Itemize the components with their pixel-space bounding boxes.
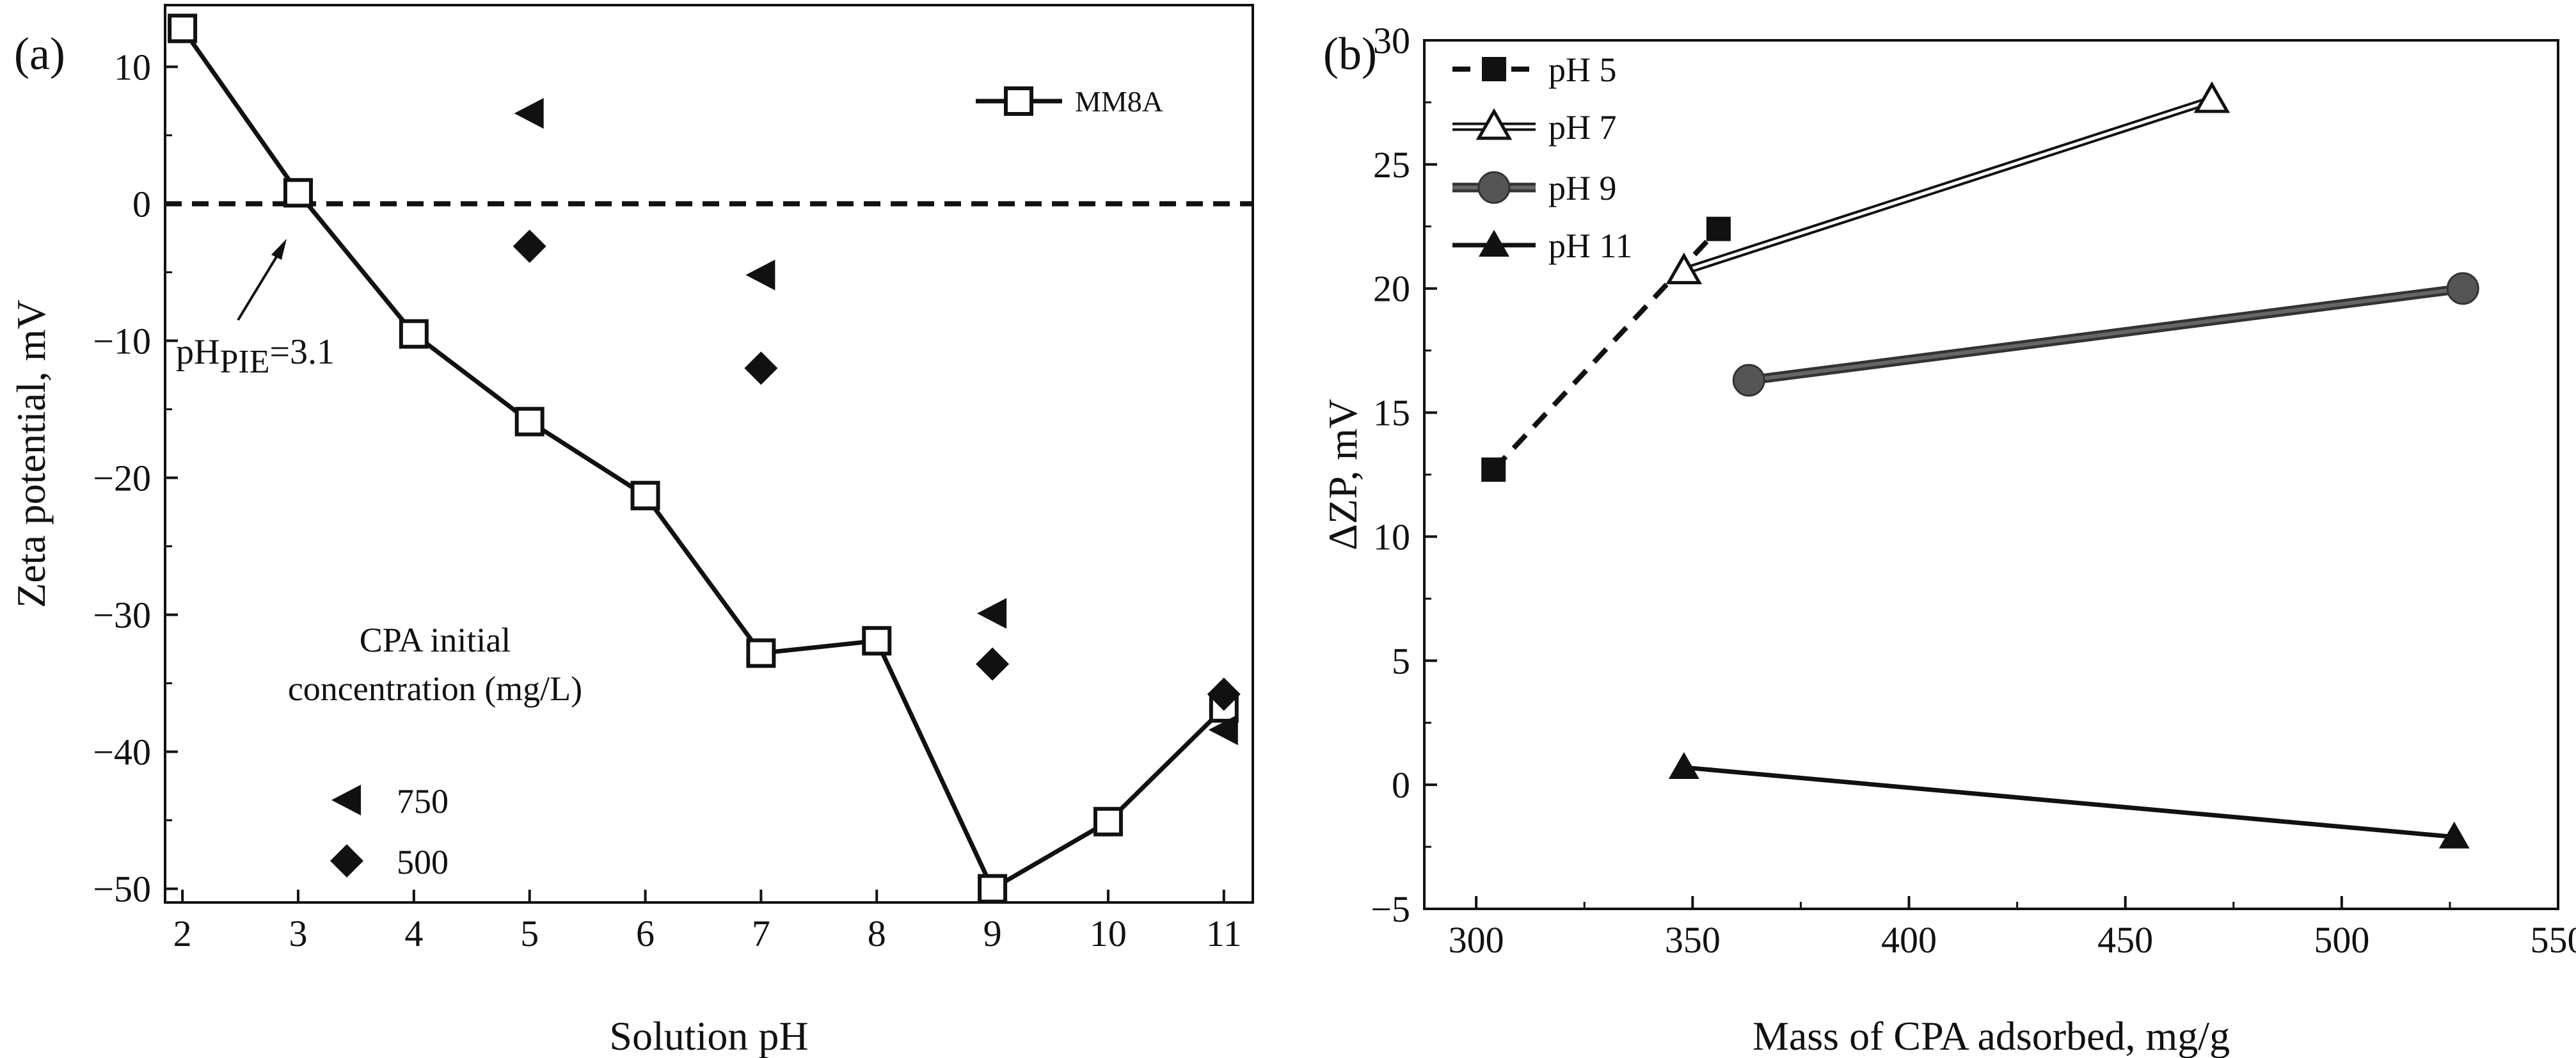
x-tick-label-a: 8 (868, 913, 886, 954)
legend-cpa-title-line1: CPA initial (360, 621, 511, 659)
x-tick-label-a: 5 (520, 913, 539, 954)
mm8a-line (180, 27, 1226, 892)
x-tick-label-b: 500 (2314, 919, 2369, 961)
ph11-line (1683, 765, 2454, 840)
ph7-point (1666, 252, 1703, 285)
x-axis-title-b: Mass of CPA adsorbed, mg/g (1753, 1013, 2230, 1058)
mm8a-point (862, 626, 892, 656)
x-tick-label-a: 3 (289, 913, 307, 954)
y-tick-label-b: 20 (1373, 268, 1410, 310)
x-tick-label-a: 10 (1090, 913, 1127, 954)
pie-annotation-arrow-shaft (237, 245, 284, 321)
legend-ph9-marker (1477, 171, 1511, 204)
x-tick-label-a: 7 (752, 913, 770, 954)
legend-750-marker (331, 785, 361, 815)
x-tick-label-a: 11 (1206, 913, 1242, 954)
x-axis-title-a: Solution pH (609, 1013, 808, 1058)
y-tick-label-a: −40 (93, 732, 151, 773)
ph11-point (2438, 821, 2470, 849)
y-tick-label-a: −30 (93, 595, 151, 636)
legend-750-label: 750 (397, 782, 449, 821)
legend-mm8a-marker (1004, 86, 1033, 116)
pie-annotation-value: =3.1 (269, 332, 335, 372)
legend-ph5-label: pH 5 (1548, 51, 1617, 89)
cpa-750-point (745, 259, 775, 291)
legend-500-label: 500 (397, 843, 449, 881)
panel-b: 300 350 400 450 500 550 −5 0 5 10 15 20 25 30 Mass of … (1320, 20, 2576, 1058)
mm8a-point (514, 406, 545, 437)
mm8a-point (168, 13, 198, 44)
y-tick-label-b: 0 (1392, 764, 1410, 806)
legend-ph9-label: pH 9 (1548, 169, 1617, 207)
legend-cpa: CPA initial concentration (mg/L) 750 500 (288, 621, 582, 881)
cpa-750-point (1208, 714, 1238, 746)
x-tick-label-a: 4 (404, 913, 423, 954)
y-tick-label-b: 10 (1373, 516, 1410, 557)
cpa-500-point (1207, 677, 1241, 711)
cpa-500-point (513, 229, 546, 263)
x-tick-label-b: 400 (1881, 919, 1937, 961)
pie-annotation: pHPIE=3.1 (176, 239, 335, 380)
pie-annotation-label: pHPIE=3.1 (176, 332, 335, 380)
ph7-point (2193, 81, 2230, 113)
y-tick-label-b: 25 (1373, 144, 1410, 186)
cpa-500-point (744, 351, 778, 385)
x-tick-label-a: 6 (636, 913, 655, 954)
y-tick-label-b: −5 (1371, 888, 1410, 930)
y-tick-label-b: 30 (1373, 20, 1410, 61)
y-axis-title-b: ΔZP, mV (1320, 399, 1365, 550)
legend-mm8a-label: MM8A (1075, 85, 1163, 118)
x-tick-label-a: 9 (983, 913, 1002, 954)
y-tick-label-a: 10 (114, 46, 151, 88)
mm8a-point (978, 874, 1008, 904)
ph5-point (1481, 457, 1506, 482)
ph11-point (1668, 752, 1699, 780)
mm8a-point (1093, 806, 1123, 837)
cpa-750-point (977, 598, 1007, 629)
ph7-line-inner (1683, 98, 2213, 273)
legend-ph7-label: pH 7 (1548, 108, 1617, 147)
x-tick-label-b: 350 (1665, 919, 1721, 961)
pie-annotation-sub: PIE (219, 344, 269, 380)
ph9-line-inner (1748, 286, 2463, 383)
y-tick-label-b: 5 (1392, 640, 1410, 682)
panel-a: 2 3 4 5 6 7 8 9 10 11 −50 −40 −30 −20 −10 0 10 Solution p… (8, 4, 1254, 1058)
mm8a-point (746, 638, 776, 668)
panel-label-a: (a) (14, 28, 65, 79)
ph5-point (1706, 216, 1731, 241)
legend-ph5-marker (1482, 57, 1506, 81)
cpa-500-point (976, 647, 1010, 681)
ph9-point (2446, 272, 2479, 305)
x-tick-label-b: 550 (2531, 919, 2576, 961)
x-tick-label-b: 450 (2097, 919, 2153, 961)
legend-mm8a: MM8A (976, 85, 1163, 118)
legend-b: pH 5 pH 7 pH 9 pH 11 (1452, 51, 1633, 265)
y-axis-title-a: Zeta potential, mV (8, 300, 54, 608)
legend-500-marker (330, 844, 363, 878)
pie-annotation-main: pH (176, 332, 219, 372)
y-tick-label-a: −10 (93, 320, 151, 362)
plot-frame-a (164, 4, 1254, 904)
mm8a-point (283, 178, 313, 208)
legend-ph11-marker (1479, 230, 1509, 257)
panel-label-b: (b) (1323, 28, 1377, 79)
mm8a-point (630, 481, 660, 511)
legend-ph7-marker (1475, 108, 1513, 140)
ph9-point (1732, 364, 1765, 397)
x-tick-label-b: 300 (1449, 919, 1504, 961)
y-tick-label-a: −50 (93, 869, 151, 910)
y-tick-label-b: 15 (1373, 392, 1410, 434)
legend-cpa-title-line2: concentration (mg/L) (288, 669, 582, 708)
mm8a-point (399, 319, 429, 349)
y-tick-label-a: −20 (93, 457, 151, 499)
x-tick-label-a: 2 (173, 913, 192, 954)
y-tick-label-a: 0 (132, 183, 151, 225)
cpa-750-point (514, 98, 544, 129)
pie-annotation-arrow-head (271, 239, 287, 260)
legend-ph11-label: pH 11 (1548, 227, 1633, 265)
